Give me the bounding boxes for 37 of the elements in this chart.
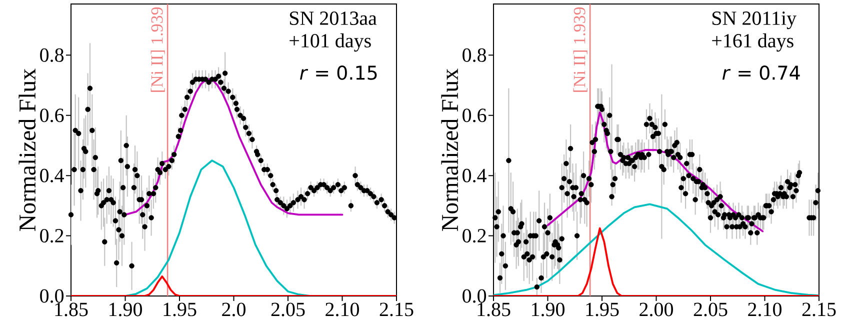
- x-tick-label: 1.95: [586, 302, 619, 316]
- line-series: [71, 275, 397, 296]
- annotation: SN 2013aa: [290, 12, 377, 26]
- x-tick-label: 1.90: [532, 302, 564, 316]
- annotation: r = 0.15: [300, 66, 377, 80]
- annotation: +101 days: [290, 33, 371, 52]
- y-tick-label: 0.6: [40, 108, 64, 122]
- x-tick-label: 2.10: [326, 302, 359, 316]
- annotation: r = 0.74: [722, 66, 800, 80]
- y-tick-label: 0.8: [462, 48, 486, 62]
- y-tick-label: 0.6: [462, 108, 486, 122]
- x-tick-label: 2.05: [271, 302, 305, 316]
- line-series: [494, 203, 820, 296]
- annotation: SN 2011iy: [712, 12, 796, 30]
- x-tick-label: 1.85: [478, 302, 510, 316]
- x-tick-label: 2.15: [380, 302, 414, 316]
- y-tick-label: 0.0: [462, 289, 486, 303]
- y-tick-label: 0.2: [40, 229, 64, 243]
- x-tick-label: 2.05: [694, 302, 728, 316]
- annotation: +161 days: [712, 33, 794, 52]
- line-series: [494, 227, 820, 296]
- ref-line-label: [Ni II] 1.939: [573, 7, 588, 92]
- y-tick-label: 0.8: [40, 48, 64, 62]
- y-tick-label: 0.4: [462, 168, 486, 182]
- x-tick-label: 2.0: [222, 302, 246, 316]
- x-tick-label: 2.00: [640, 302, 673, 316]
- y-tick-label: 0.4: [40, 168, 64, 182]
- x-tick-label: 1.90: [110, 302, 142, 316]
- ref-line-label: [Ni II] 1.939: [150, 7, 165, 92]
- y-axis-title: Normalized Flux: [441, 68, 458, 231]
- x-tick-label: 2.15: [802, 302, 836, 316]
- x-tick-label: 2.10: [748, 302, 782, 316]
- y-tick-label: 0.2: [462, 229, 486, 243]
- y-tick-label: 0.0: [40, 289, 64, 303]
- y-axis-title: Normalized Flux: [18, 68, 36, 231]
- x-tick-label: 1.95: [164, 302, 196, 316]
- x-tick-label: 1.85: [55, 302, 88, 316]
